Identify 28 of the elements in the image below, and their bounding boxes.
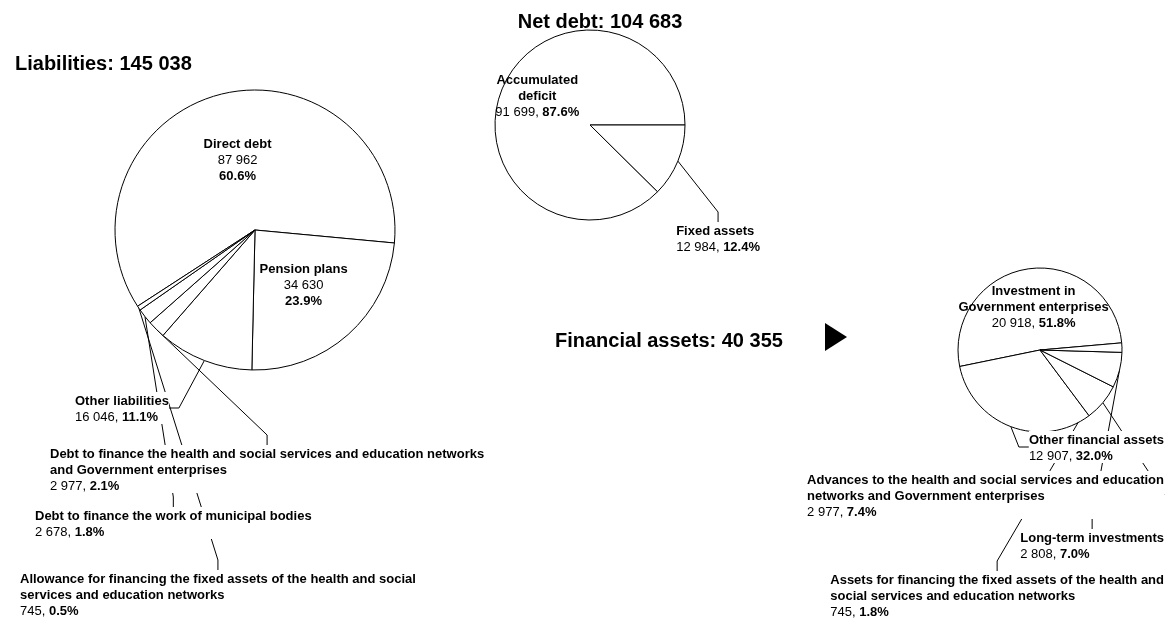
slice-label: Fixed assets bbox=[676, 222, 755, 238]
slice-label: Long-term investments bbox=[1020, 529, 1165, 545]
data-label: 20 918, 51.8% bbox=[991, 314, 1076, 330]
slice-label: Other financial assets bbox=[1028, 431, 1165, 447]
data-label: 91 699, 87.6% bbox=[495, 104, 580, 120]
slice-label: Debt to finance the health and social services and education networks and Government enterprises bbox=[50, 445, 485, 477]
data-label: 34 630 23.9% bbox=[283, 277, 324, 309]
data-label: 2 808, 7.0% bbox=[1020, 545, 1091, 561]
data-label: 2 977, 2.1% bbox=[50, 477, 120, 493]
data-label: 12 907, 32.0% bbox=[1028, 447, 1114, 463]
data-label: 2 977, 7.4% bbox=[807, 503, 877, 519]
slice-label: Allowance for financing the fixed assets of the health and social services and education networks bbox=[20, 570, 416, 602]
slice-label: Debt to finance the work of municipal bodies bbox=[35, 507, 312, 523]
data-label: 745, 1.8% bbox=[830, 603, 890, 619]
chart-title: Net debt: 104 683 bbox=[517, 10, 683, 32]
slice-label: Advances to the health and social services and education networks and Government enterprises bbox=[807, 471, 1165, 503]
slice-label: Investment in Government enterprises bbox=[958, 282, 1109, 314]
slice-label: Direct debt bbox=[203, 135, 273, 151]
slice-label: Other liabilities bbox=[75, 392, 169, 408]
slice-label: Pension plans bbox=[259, 261, 348, 277]
chart-title: Liabilities: 145 038 bbox=[15, 52, 192, 74]
data-label: 2 678, 1.8% bbox=[35, 523, 105, 539]
slice-label: Assets for financing the fixed assets of the health and social services and education networks bbox=[830, 571, 1165, 603]
data-label: 87 962 60.6% bbox=[217, 151, 258, 183]
data-label: 16 046, 11.1% bbox=[75, 408, 159, 424]
text: Financial assets: 40 355 bbox=[555, 329, 783, 351]
data-label: 12 984, 12.4% bbox=[676, 238, 761, 254]
data-label: 745, 0.5% bbox=[20, 602, 79, 618]
